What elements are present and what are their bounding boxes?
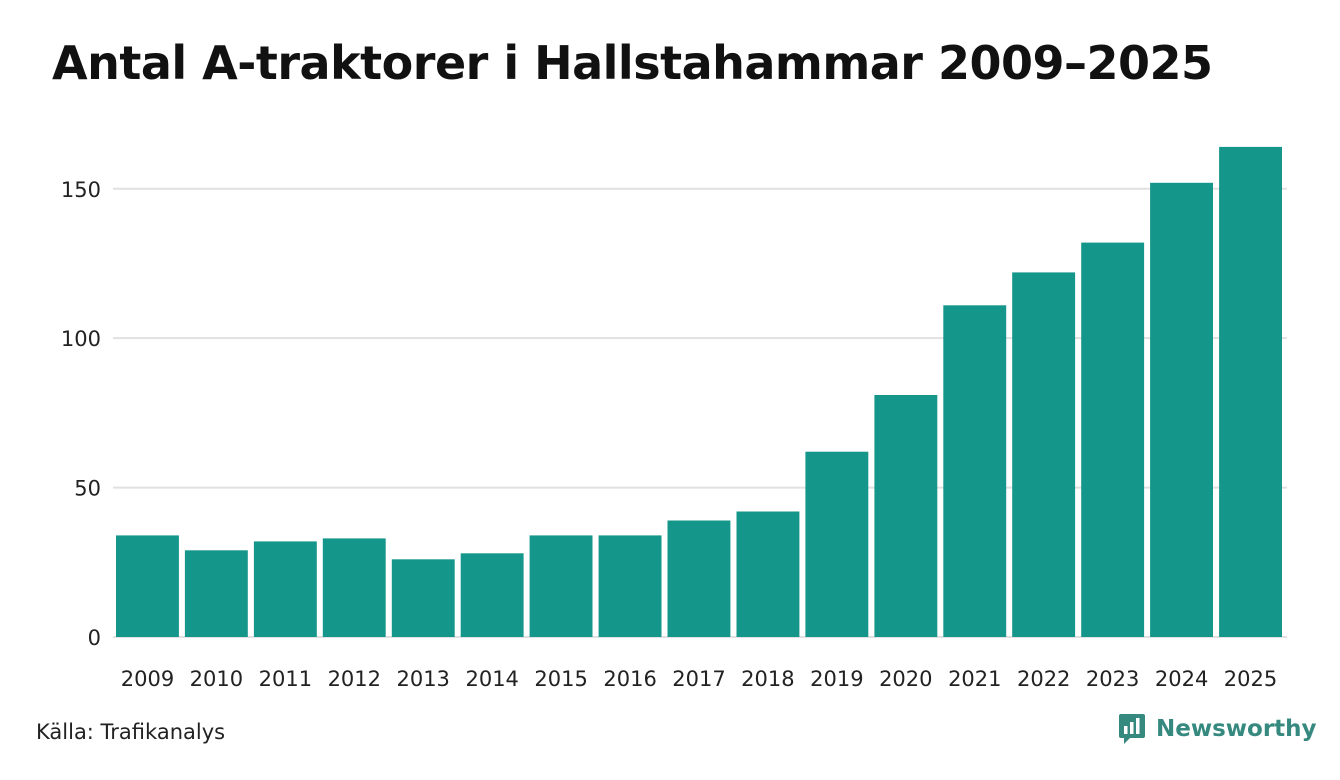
bar-2017 <box>667 520 731 637</box>
bar-2019 <box>805 451 869 637</box>
x-tick-label: 2025 <box>1224 667 1277 691</box>
bar-2024 <box>1150 182 1213 638</box>
bar-2010 <box>184 550 248 637</box>
bar-2022 <box>1012 272 1076 637</box>
x-tick-label: 2018 <box>741 667 794 691</box>
bar-2015 <box>529 535 593 637</box>
x-axis-ticks: 2009 2010 2011 2012 2013 2014 2015 2016 2017 2018… <box>121 667 1277 691</box>
bar-2016 <box>598 535 662 637</box>
bar-2021 <box>943 305 1007 637</box>
chart-title: Antal A-traktorer i Hallstahammar 2009–2… <box>52 36 1213 90</box>
x-tick-label: 2012 <box>328 667 381 691</box>
bar-2014 <box>460 553 524 637</box>
bars <box>116 146 1282 638</box>
brand-name: Newsworthy <box>1156 716 1317 742</box>
source-label: Källa: Trafikanalys <box>36 720 226 744</box>
bar-2013 <box>391 559 455 637</box>
bar-2012 <box>322 538 386 637</box>
x-tick-label: 2022 <box>1017 667 1070 691</box>
y-tick-label: 50 <box>74 477 101 501</box>
x-tick-label: 2016 <box>603 667 656 691</box>
x-tick-label: 2020 <box>879 667 932 691</box>
x-tick-label: 2010 <box>190 667 243 691</box>
y-tick-label: 100 <box>61 327 101 351</box>
y-axis-ticks: 0 50 100 150 <box>61 178 101 650</box>
newsworthy-logo: Newsworthy <box>1118 713 1317 745</box>
x-tick-label: 2023 <box>1086 667 1139 691</box>
x-tick-label: 2024 <box>1155 667 1208 691</box>
bar-2020 <box>874 395 938 637</box>
x-tick-label: 2019 <box>810 667 863 691</box>
x-tick-label: 2014 <box>465 667 518 691</box>
x-tick-label: 2021 <box>948 667 1001 691</box>
bar-2023 <box>1081 242 1145 637</box>
x-tick-label: 2011 <box>259 667 312 691</box>
x-tick-label: 2017 <box>672 667 725 691</box>
y-tick-label: 150 <box>61 178 101 202</box>
bar-2009 <box>116 535 179 637</box>
x-tick-label: 2015 <box>534 667 587 691</box>
newsworthy-logo-icon <box>1119 714 1145 744</box>
x-tick-label: 2013 <box>396 667 449 691</box>
bar-2025 <box>1219 146 1282 637</box>
x-tick-label: 2009 <box>121 667 174 691</box>
bar-2018 <box>736 511 800 637</box>
bar-2011 <box>253 541 317 637</box>
y-tick-label: 0 <box>88 626 101 650</box>
